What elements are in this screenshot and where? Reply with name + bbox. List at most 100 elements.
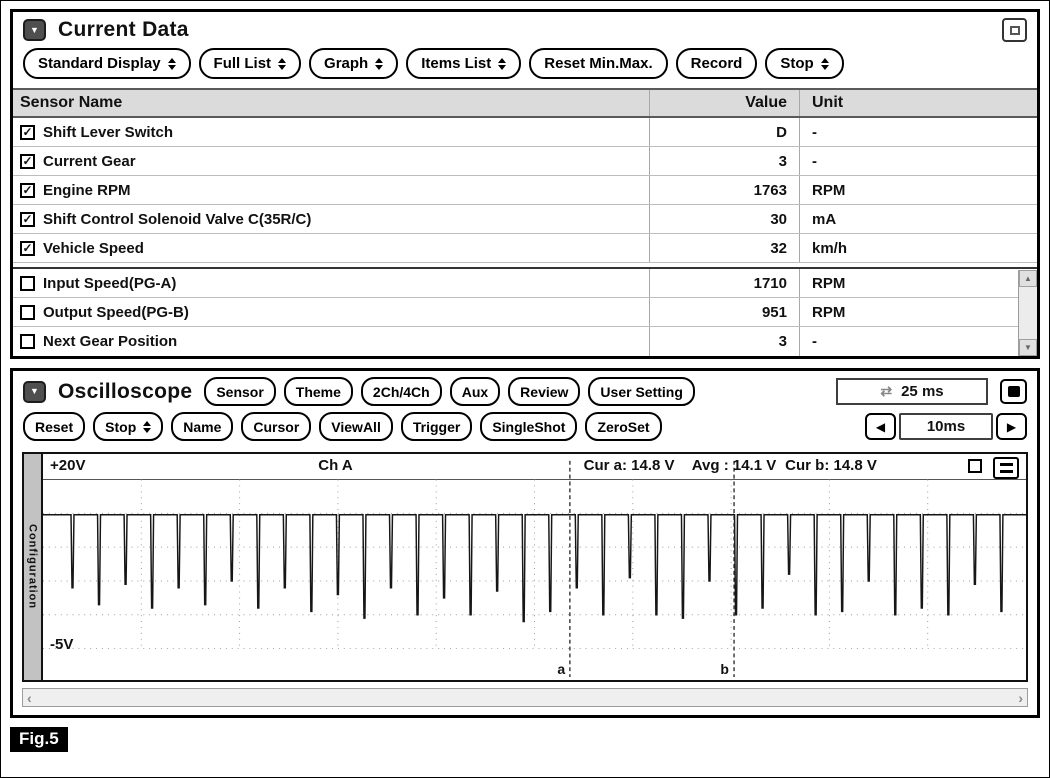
timebase-control: ◀ 10ms ▶ (865, 413, 1027, 440)
table-header: Sensor Name Value Unit (13, 88, 1037, 118)
sensor-unit-cell: RPM (799, 298, 1037, 326)
toolbar-button-label: Sensor (216, 383, 264, 400)
row-checkbox[interactable] (20, 304, 35, 320)
unselected-sensor-section: Input Speed(PG-A) 1710 RPM Output Speed(… (13, 269, 1037, 356)
cursor-b-label[interactable]: b (720, 661, 729, 677)
sensor-name: Current Gear (43, 152, 136, 170)
sensor-name-cell: Vehicle Speed (13, 234, 649, 262)
toolbar-button[interactable]: SingleShot (480, 412, 578, 441)
scroll-down-icon[interactable]: ▼ (1019, 339, 1037, 356)
chevron-down-icon: ▼ (30, 386, 39, 396)
toolbar-button[interactable]: Sensor (204, 377, 276, 406)
channel-checkbox[interactable] (968, 459, 982, 473)
timebase-display[interactable]: 10ms (899, 413, 993, 440)
row-checkbox[interactable] (20, 334, 35, 349)
header-value: Value (649, 90, 799, 116)
scroll-right-icon[interactable]: › (1018, 689, 1023, 706)
toolbar-button[interactable]: Stop (765, 48, 844, 79)
row-checkbox[interactable] (20, 153, 35, 169)
toolbar-button[interactable]: 2Ch/4Ch (360, 377, 442, 406)
sensor-value-cell: 1763 (649, 176, 799, 204)
current-data-toolbar: Standard Display Full List Graph Items L… (13, 46, 1037, 88)
toolbar-button[interactable]: ZeroSet (585, 412, 662, 441)
toolbar-button[interactable]: Reset Min.Max. (529, 48, 668, 79)
cursor-b-readout: Cur b: 14.8 V (785, 457, 877, 474)
window-button[interactable] (1002, 18, 1027, 42)
display-mode-button[interactable] (993, 457, 1019, 479)
toolbar-button[interactable]: Cursor (241, 412, 312, 441)
toolbar-button[interactable]: Standard Display (23, 48, 191, 79)
sensor-name: Engine RPM (43, 181, 131, 199)
voltage-min-label: -5V (50, 636, 74, 653)
spinner-icon (167, 57, 176, 70)
sensor-unit-cell: - (799, 327, 1037, 356)
toolbar-button-label: Stop (105, 418, 137, 435)
scroll-left-icon[interactable]: ‹ (27, 689, 32, 706)
avg-readout: Avg : 14.1 V (691, 457, 777, 474)
record-indicator-button[interactable] (1000, 379, 1027, 404)
row-checkbox[interactable] (20, 182, 35, 198)
table-row: Current Gear 3 - (13, 147, 1037, 176)
sensor-value-cell: 30 (649, 205, 799, 233)
collapse-button[interactable]: ▼ (23, 19, 46, 41)
toolbar-button[interactable]: Stop (93, 412, 164, 441)
toolbar-button[interactable]: Full List (198, 48, 302, 79)
scroll-up-icon[interactable]: ▲ (1019, 270, 1037, 287)
toolbar-button[interactable]: Reset (23, 412, 86, 441)
toolbar-button-label: Reset Min.Max. (544, 55, 653, 72)
toolbar-button[interactable]: Aux (449, 377, 501, 406)
row-checkbox[interactable] (20, 240, 35, 256)
sensor-value-cell: 3 (649, 147, 799, 175)
spinner-icon (498, 57, 507, 70)
row-checkbox[interactable] (20, 211, 35, 227)
table-row: Next Gear Position 3 - (13, 327, 1037, 356)
spinner-icon (375, 57, 384, 70)
sensor-unit-cell: - (799, 118, 1037, 146)
sensor-name: Shift Lever Switch (43, 123, 174, 141)
timebase-next-button[interactable]: ▶ (996, 413, 1027, 440)
voltage-max-label: +20V (50, 457, 86, 474)
sensor-unit-cell: - (799, 147, 1037, 175)
toolbar-button-label: ZeroSet (597, 418, 650, 435)
toolbar-button[interactable]: Trigger (400, 412, 473, 441)
sensor-name-cell: Next Gear Position (13, 327, 649, 356)
channel-label: Ch A (318, 457, 353, 474)
row-checkbox[interactable] (20, 124, 35, 140)
toolbar-button-label: Reset (35, 418, 74, 435)
toolbar-button[interactable]: Name (171, 412, 234, 441)
oscilloscope-panel: ▼ Oscilloscope Sensor Theme 2Ch/4Ch (10, 368, 1040, 718)
figure-label: Fig.5 (10, 727, 68, 752)
cursor-a-label[interactable]: a (557, 661, 566, 677)
square-icon (1009, 25, 1020, 35)
configuration-tab[interactable]: Configuration (22, 452, 43, 682)
toolbar-button[interactable]: User Setting (588, 377, 695, 406)
toolbar-button-label: User Setting (600, 383, 683, 400)
toolbar-button[interactable]: ViewAll (319, 412, 393, 441)
collapse-button[interactable]: ▼ (23, 380, 46, 403)
toolbar-button-label: 2Ch/4Ch (372, 383, 430, 400)
sample-rate-display[interactable]: ⇄ 25 ms (836, 378, 988, 405)
sensor-name: Shift Control Solenoid Valve C(35R/C) (43, 210, 312, 228)
horizontal-scrollbar[interactable]: ‹ › (22, 688, 1028, 707)
toolbar-button[interactable]: Items List (406, 48, 522, 79)
sensor-name: Input Speed(PG-A) (43, 274, 177, 292)
toolbar-button[interactable]: Theme (283, 377, 353, 406)
scope-area: Configuration +20V Ch A Cur a: 14.8 V Av… (22, 452, 1028, 682)
toolbar-button-label: Record (690, 55, 743, 72)
table-row: Input Speed(PG-A) 1710 RPM (13, 269, 1037, 298)
toolbar-button-label: Trigger (412, 418, 461, 435)
toolbar-button[interactable]: Graph (309, 48, 399, 79)
timebase-prev-button[interactable]: ◀ (865, 413, 896, 440)
sensor-value-cell: 3 (649, 327, 799, 356)
filled-square-icon (1007, 386, 1020, 397)
toolbar-button-label: Stop (780, 55, 814, 72)
toolbar-button[interactable]: Review (508, 377, 581, 406)
oscilloscope-title: Oscilloscope (58, 379, 193, 403)
row-checkbox[interactable] (20, 275, 35, 291)
triangle-right-icon: ▶ (1006, 419, 1017, 434)
sensor-name: Output Speed(PG-B) (43, 303, 189, 321)
toolbar-button[interactable]: Record (675, 48, 758, 79)
current-data-titlebar: ▼ Current Data (13, 12, 1037, 46)
vertical-scrollbar[interactable]: ▲ ▼ (1018, 270, 1037, 356)
selected-sensor-rows: Shift Lever Switch D - Current Gear 3 - (13, 118, 1037, 263)
